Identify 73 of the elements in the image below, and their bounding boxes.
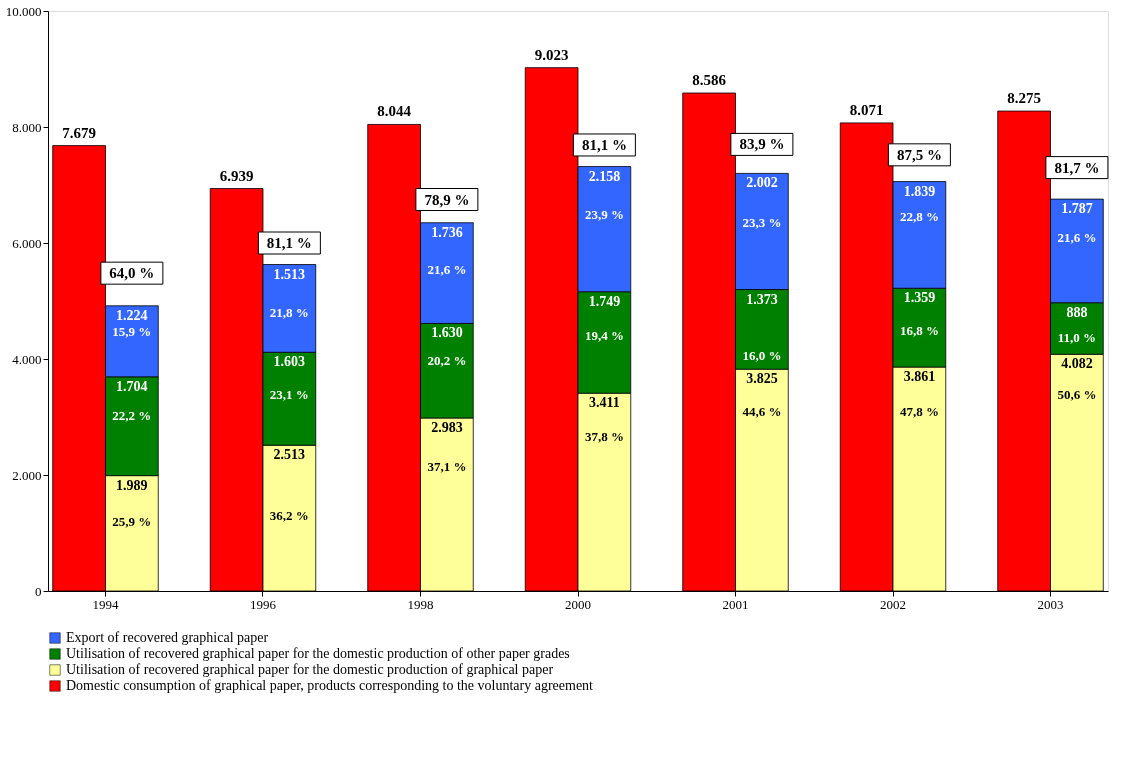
x-tick-label: 2000 (565, 596, 591, 612)
x-tick-label: 2002 (880, 596, 907, 612)
data-label: 1.736 (431, 224, 463, 240)
data-label: 8.071 (849, 101, 884, 118)
data-label: 1.603 (273, 354, 306, 370)
data-label: 7.679 (62, 124, 96, 141)
annotation: 21,6 % (1057, 229, 1097, 245)
data-label: 1.839 (903, 183, 936, 199)
annotation: 81,1 % (266, 235, 312, 251)
y-tick-label: 6.000 (12, 235, 42, 251)
legend-label: Utilisation of recovered graphical paper for the domestic production of graphical paper (66, 662, 554, 677)
x-tick-label: 1996 (249, 596, 277, 612)
annotation: 37,8 % (584, 429, 624, 445)
data-label: 1.513 (273, 266, 306, 282)
data-label: 3.861 (903, 369, 936, 385)
annotation: 81,1 % (581, 136, 627, 153)
x-tick-label: 1994 (92, 596, 119, 612)
y-tick-label: 2.000 (12, 467, 42, 483)
annotation: 11,0 % (1057, 329, 1097, 345)
annotation: 16,0 % (742, 348, 782, 364)
data-label: 1.224 (116, 307, 148, 323)
data-label: 1.989 (116, 477, 148, 493)
data-label: 3.411 (589, 395, 620, 411)
y-tick-label: 10.000 (5, 3, 42, 19)
annotation: 22,2 % (112, 408, 152, 424)
data-label: 6.939 (219, 167, 254, 184)
legend-label: Export of recovered graphical paper (66, 630, 269, 645)
data-label: 2.983 (431, 419, 463, 435)
data-label: 2.513 (273, 447, 306, 463)
annotation: 36,2 % (269, 508, 309, 524)
annotation: 23,1 % (269, 386, 309, 402)
annotation: 21,6 % (427, 262, 467, 278)
data-label: 9.023 (534, 46, 569, 63)
annotation: 81,7 % (1054, 159, 1100, 176)
x-tick-label: 2003 (1037, 596, 1064, 612)
legend-label: Utilisation of recovered graphical paper for the domestic production of other paper grades (66, 646, 570, 661)
data-label: 1.749 (588, 293, 621, 309)
annotation: 19,4 % (584, 327, 624, 343)
data-label: 1.630 (431, 325, 463, 341)
data-label: 2.002 (746, 175, 778, 191)
y-tick-label: 0 (35, 583, 42, 599)
x-tick-label: 2001 (722, 596, 749, 612)
data-label: 1.787 (1061, 201, 1093, 217)
annotation: 23,9 % (584, 207, 624, 223)
annotation: 87,5 % (896, 146, 942, 163)
annotation: 20,2 % (427, 353, 467, 369)
annotation: 15,9 % (112, 323, 152, 339)
annotation: 50,6 % (1057, 386, 1097, 402)
annotation: 22,8 % (899, 208, 939, 224)
y-tick-label: 4.000 (12, 351, 42, 367)
annotation: 44,6 % (742, 404, 782, 420)
annotation: 64,0 % (109, 265, 155, 282)
legend-label: Domestic consumption of graphical paper, products corresponding to the voluntary agreement (66, 678, 594, 693)
data-label: 1.359 (903, 290, 936, 306)
data-label: 8.044 (377, 103, 412, 120)
annotation: 37,1 % (427, 458, 467, 474)
annotation: 21,8 % (269, 304, 309, 320)
data-label: 1.704 (116, 378, 148, 394)
annotation: 78,9 % (424, 191, 470, 208)
annotation: 25,9 % (112, 513, 152, 529)
y-tick-label: 8.000 (12, 119, 42, 135)
annotation: 23,3 % (742, 215, 782, 231)
data-label: 3.825 (746, 371, 778, 387)
data-label: 2.158 (588, 168, 621, 184)
annotation: 16,8 % (899, 322, 939, 338)
annotation: 83,9 % (739, 136, 785, 153)
data-label: 8.275 (1007, 90, 1041, 107)
annotation: 47,8 % (899, 404, 939, 420)
data-label: 8.586 (692, 72, 727, 89)
data-label: 888 (1066, 304, 1088, 320)
x-tick-label: 1998 (407, 596, 434, 612)
data-label: 4.082 (1061, 356, 1093, 372)
data-label: 1.373 (746, 291, 778, 307)
